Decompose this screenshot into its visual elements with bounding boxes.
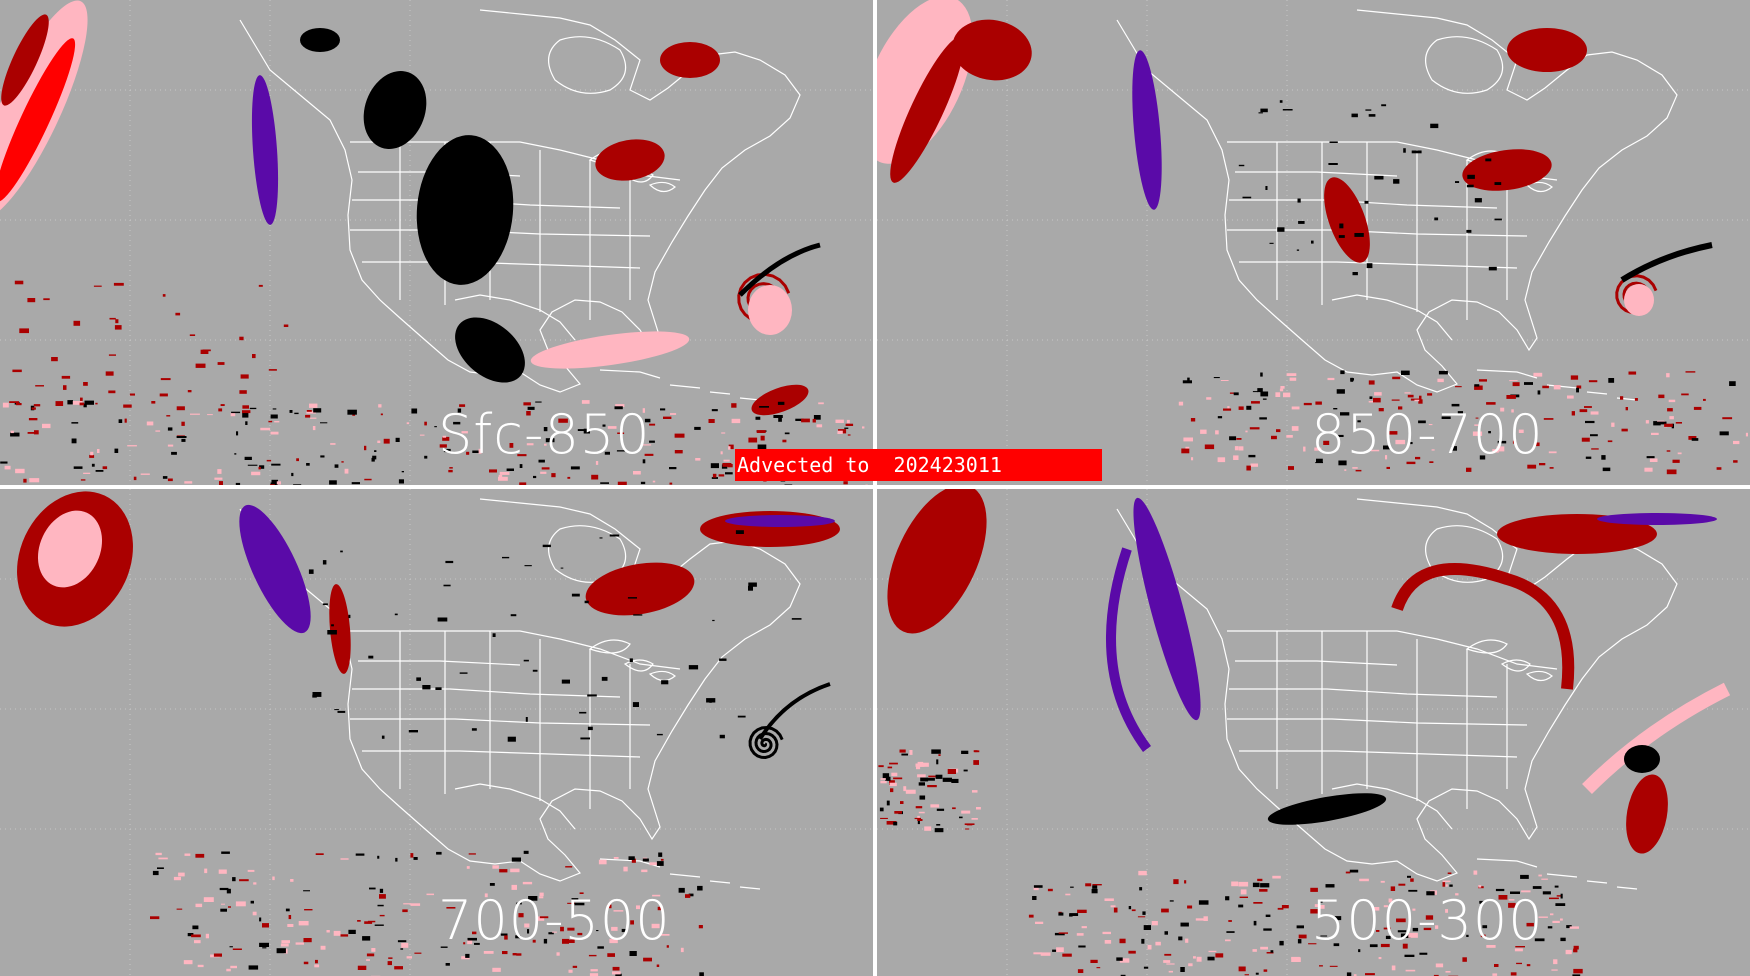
panel-map-850-700: [877, 0, 1750, 485]
panel-map-500-300: [877, 489, 1750, 976]
panel-sfc-850: Sfc-850: [0, 0, 873, 485]
panel-map-700-500: [0, 489, 873, 976]
panel-divider-horizontal: [0, 485, 1750, 489]
panel-700-500: 700-500: [0, 489, 873, 976]
advected-banner: Advected to 202423011: [735, 449, 1102, 481]
panel-map-sfc-850: [0, 0, 873, 485]
panel-500-300: 500-300: [877, 489, 1750, 976]
panel-850-700: 850-700: [877, 0, 1750, 485]
